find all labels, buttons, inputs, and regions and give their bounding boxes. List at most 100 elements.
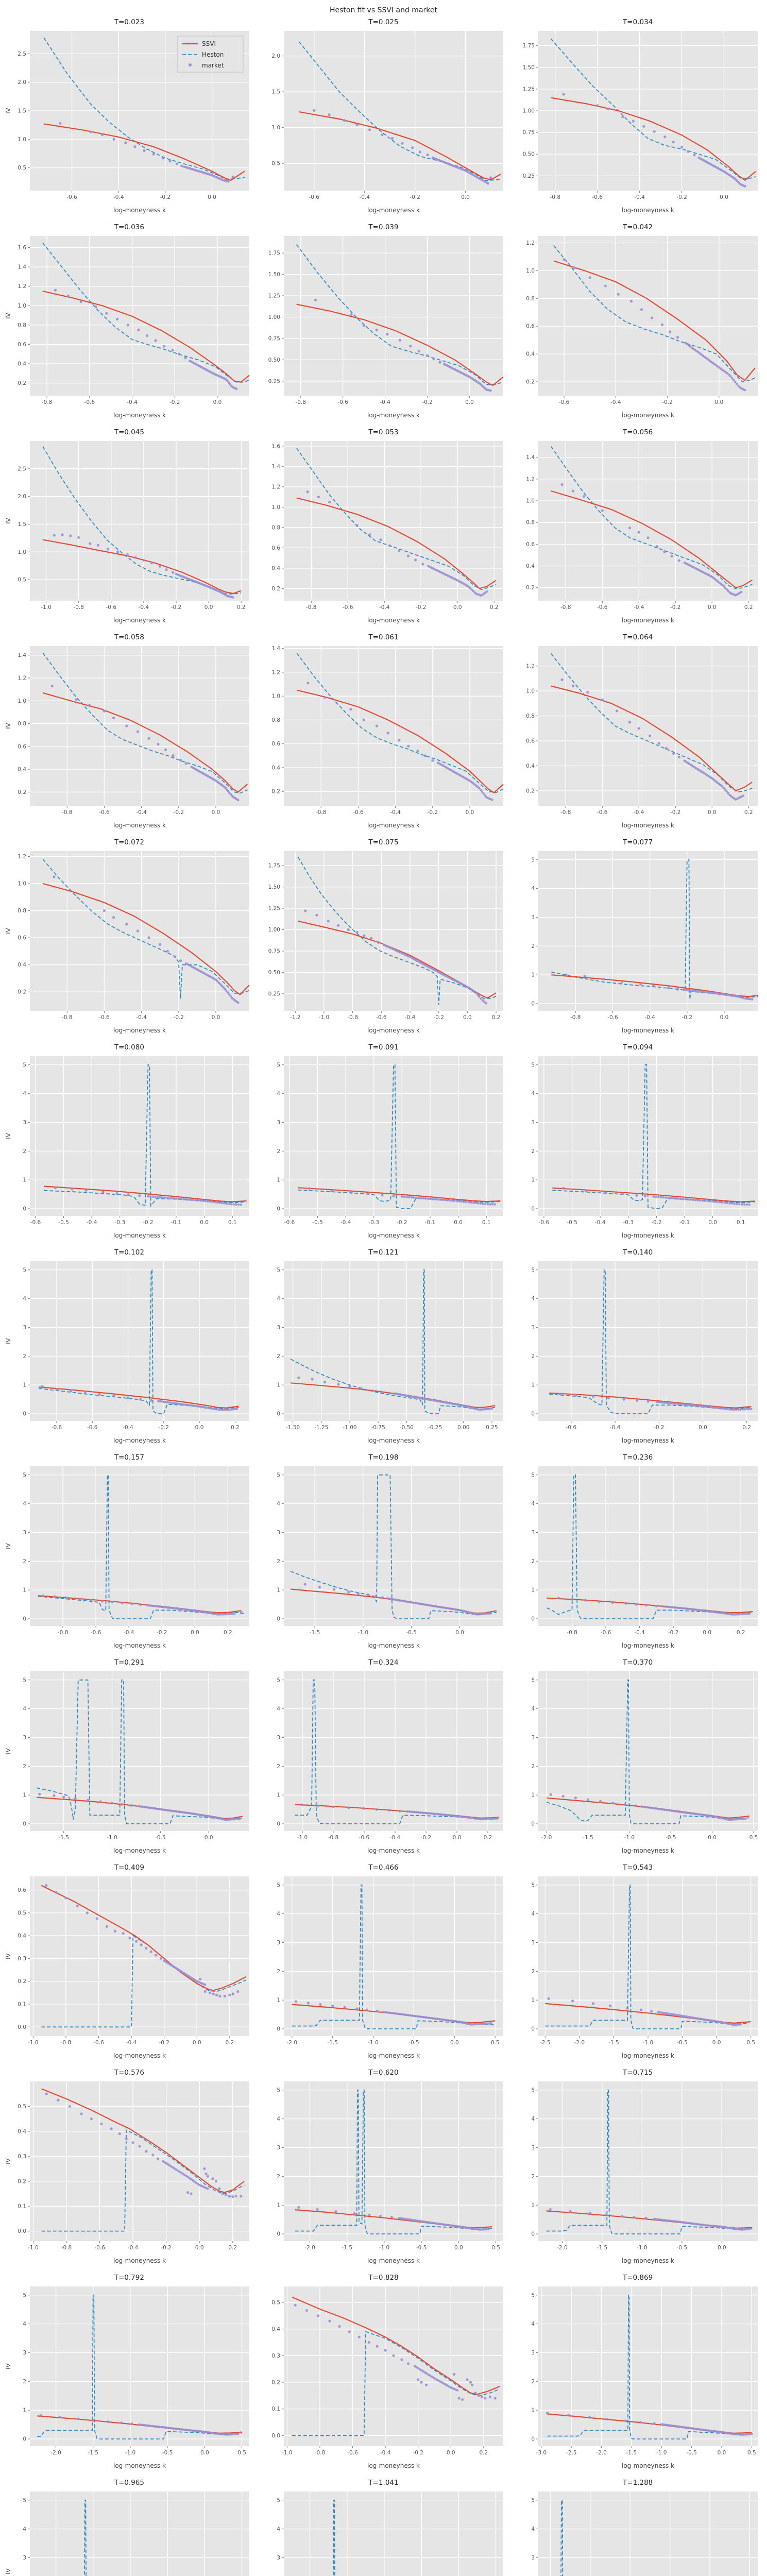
svg-text:2: 2 <box>23 1764 26 1770</box>
svg-text:-2.0: -2.0 <box>541 1835 552 1841</box>
x-axis-label: log-moneyness k <box>113 1642 166 1649</box>
svg-text:-0.2: -0.2 <box>421 1835 432 1841</box>
subplot-title: T=0.543 <box>623 1863 653 1872</box>
subplot-T=0.064: T=0.064 -0.8 -0.6 -0.4 -0.2 0.0 0.2 0.2 0.4 0.6 0.… <box>512 632 764 832</box>
svg-text:0.0: 0.0 <box>466 809 474 816</box>
svg-text:-0.2: -0.2 <box>676 194 687 200</box>
subplot-title: T=0.053 <box>368 428 399 436</box>
subplot-title: T=0.324 <box>368 1658 399 1667</box>
svg-text:0.2: 0.2 <box>272 2380 281 2386</box>
svg-text:3: 3 <box>277 1735 281 1741</box>
svg-text:1: 1 <box>277 1997 281 2004</box>
subplot-T=1.041: T=1.041-2.0-1.5-1.0-0.50.00.5012345log-m… <box>258 2477 510 2576</box>
svg-text:1: 1 <box>531 1382 535 1388</box>
svg-text:-0.2: -0.2 <box>159 2040 169 2046</box>
svg-text:-0.4: -0.4 <box>136 1014 147 1021</box>
heston-line <box>42 242 250 383</box>
x-axis-label: log-moneyness k <box>367 1437 420 1444</box>
svg-text:2: 2 <box>277 2174 281 2180</box>
svg-text:5: 5 <box>531 1677 535 1683</box>
x-axis-label: log-moneyness k <box>367 1642 420 1649</box>
heston-line <box>37 2294 242 2439</box>
subplot-canvas: -1.0 -0.8 -0.6 -0.4 -0.2 0.0 0.2 0.0 0.1 0.2 0.3 0.… <box>5 2081 249 2264</box>
svg-text:0.0: 0.0 <box>718 2245 726 2251</box>
svg-text:0.4: 0.4 <box>18 962 26 968</box>
heston-line <box>296 448 497 590</box>
svg-text:-0.75: -0.75 <box>371 1425 385 1431</box>
x-axis-label: log-moneyness k <box>367 1232 420 1239</box>
market-dots <box>314 298 492 392</box>
x-axis-label: log-moneyness k <box>113 2052 166 2059</box>
heston-line <box>298 1064 501 1209</box>
svg-text:-0.5: -0.5 <box>666 1835 676 1841</box>
svg-text:-0.3: -0.3 <box>114 1219 125 1226</box>
svg-text:-0.6: -0.6 <box>309 194 320 200</box>
market-dots <box>304 909 488 1005</box>
svg-text:0.5: 0.5 <box>18 2104 26 2110</box>
heston-line <box>549 1269 752 1414</box>
subplot-T=0.080: T=0.080 -0.6 -0.5 -0.4 -0.3 -0.2 -0.1 0.0 0.1 0 1 2… <box>3 1042 255 1242</box>
svg-text:-1.25: -1.25 <box>315 1425 329 1431</box>
svg-text:-0.5: -0.5 <box>687 2450 697 2456</box>
x-axis-label: log-moneyness k <box>622 2257 674 2264</box>
svg-text:0.0: 0.0 <box>195 2245 204 2251</box>
svg-text:-0.4: -0.4 <box>634 604 644 611</box>
svg-text:-0.6: -0.6 <box>30 1219 41 1226</box>
svg-text:-0.50: -0.50 <box>400 1425 414 1431</box>
x-axis-label: log-moneyness k <box>113 207 166 214</box>
svg-text:1: 1 <box>23 1792 26 1799</box>
subplot-title: T=0.409 <box>114 1863 144 1872</box>
svg-text:3: 3 <box>23 2555 26 2561</box>
x-axis-label: log-moneyness k <box>622 1642 674 1649</box>
svg-text:2: 2 <box>277 1353 281 1360</box>
svg-text:0.0: 0.0 <box>200 1219 209 1226</box>
svg-text:3: 3 <box>277 1325 281 1331</box>
svg-text:0.2: 0.2 <box>526 585 535 591</box>
svg-text:0.3: 0.3 <box>18 2154 26 2160</box>
x-axis-label: log-moneyness k <box>622 1027 674 1034</box>
svg-text:0.6: 0.6 <box>18 1887 26 1893</box>
ssvi-line <box>39 1386 239 1409</box>
svg-text:-0.4: -0.4 <box>634 809 644 816</box>
market-dots <box>306 682 494 801</box>
svg-text:1.6: 1.6 <box>272 443 281 449</box>
svg-text:0.0: 0.0 <box>720 194 728 200</box>
market-dots <box>53 875 240 1004</box>
svg-text:0.25: 0.25 <box>268 378 280 384</box>
svg-text:-0.4: -0.4 <box>390 1835 401 1841</box>
svg-text:5: 5 <box>277 1062 281 1068</box>
svg-text:0.3: 0.3 <box>272 2353 281 2359</box>
x-axis-label: log-moneyness k <box>367 1847 420 1854</box>
svg-text:2: 2 <box>277 1969 281 1975</box>
figure-title: Heston fit vs SSVI and market <box>329 6 437 14</box>
svg-text:-0.8: -0.8 <box>348 1014 359 1021</box>
subplot-canvas: -1.0 -0.8 -0.6 -0.4 -0.2 0.0 0.2 0.0 0.1 0.2 0.3 0.… <box>5 1876 249 2059</box>
svg-text:0.8: 0.8 <box>526 296 535 302</box>
svg-text:-0.4: -0.4 <box>595 1219 606 1226</box>
svg-text:0.0: 0.0 <box>450 2040 459 2046</box>
svg-text:2: 2 <box>531 1764 535 1770</box>
subplot-T=0.042: T=0.042 -0.6 -0.4 -0.2 0.0 0.2 0.4 0.6 0.8 1.0 1.2… <box>512 222 764 421</box>
svg-text:-0.8: -0.8 <box>550 194 561 200</box>
subplot-T=0.058: T=0.058 -0.8 -0.6 -0.4 -0.2 0.0 0.2 0.4 0.6 0.8 1.… <box>3 632 255 832</box>
svg-text:-0.4: -0.4 <box>340 1219 351 1226</box>
svg-text:4: 4 <box>277 1911 281 1917</box>
svg-text:0: 0 <box>531 2436 535 2443</box>
svg-text:0.0: 0.0 <box>454 2245 463 2251</box>
svg-text:3: 3 <box>277 1940 281 1946</box>
svg-text:-2.0: -2.0 <box>596 2450 607 2456</box>
svg-text:4: 4 <box>531 1091 535 1097</box>
subplot-title: T=0.828 <box>368 2274 399 2282</box>
svg-text:-0.4: -0.4 <box>113 194 124 200</box>
svg-text:0.5: 0.5 <box>18 577 26 583</box>
svg-text:0.75: 0.75 <box>268 948 280 954</box>
svg-text:2: 2 <box>531 1558 535 1565</box>
svg-text:3: 3 <box>23 1325 26 1331</box>
svg-text:-0.2: -0.2 <box>171 604 182 611</box>
svg-text:1: 1 <box>23 1382 26 1388</box>
svg-text:1.4: 1.4 <box>18 264 26 270</box>
ssvi-line <box>42 883 250 995</box>
subplot-T=0.409: T=0.409 -1.0 -0.8 -0.6 -0.4 -0.2 0.0 0.2 0.0 0.1 0… <box>3 1862 255 2062</box>
subplot-T=0.324: T=0.324 -1.0 -0.8 -0.6 -0.4 -0.2 0.0 0.2 0 1 2 3 4 5 l… <box>258 1657 510 1857</box>
svg-text:0.0: 0.0 <box>698 1425 707 1431</box>
